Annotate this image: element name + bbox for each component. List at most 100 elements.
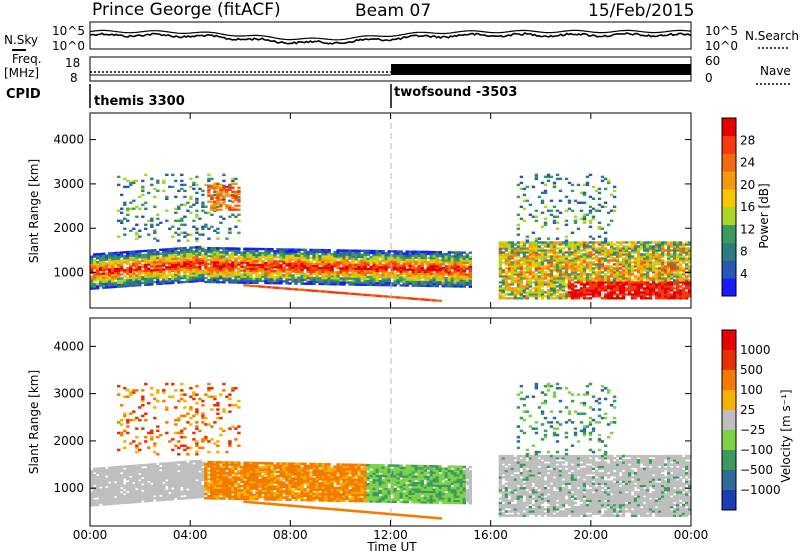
data-cell bbox=[273, 276, 277, 279]
data-cell bbox=[534, 293, 539, 296]
data-cell bbox=[186, 464, 190, 468]
data-cell bbox=[465, 265, 469, 268]
data-cell bbox=[606, 261, 611, 264]
data-cell bbox=[300, 264, 304, 267]
data-cell bbox=[189, 266, 193, 269]
data-cell bbox=[189, 496, 193, 500]
data-cell bbox=[162, 483, 166, 487]
data-cell bbox=[534, 241, 539, 244]
data-cell bbox=[555, 289, 560, 292]
data-cell bbox=[426, 278, 430, 282]
data-cell bbox=[270, 256, 274, 259]
data-cell bbox=[171, 247, 175, 251]
data-cell bbox=[156, 189, 160, 193]
data-cell bbox=[585, 291, 590, 294]
data-cell bbox=[612, 205, 617, 208]
data-cell bbox=[582, 191, 587, 195]
data-cell bbox=[676, 281, 680, 284]
data-cell bbox=[234, 253, 238, 256]
data-cell bbox=[633, 243, 638, 246]
data-cell bbox=[420, 256, 424, 260]
data-cell bbox=[261, 263, 265, 267]
data-cell bbox=[195, 496, 199, 499]
data-cell bbox=[342, 267, 346, 270]
data-cell bbox=[570, 287, 575, 290]
data-cell bbox=[117, 183, 121, 187]
power-y-tick-label: 3000 bbox=[53, 177, 84, 191]
data-cell bbox=[135, 466, 139, 470]
data-cell bbox=[114, 487, 118, 490]
data-cell bbox=[339, 255, 343, 258]
data-cell bbox=[351, 277, 355, 280]
data-cell bbox=[435, 251, 439, 254]
data-cell bbox=[537, 265, 542, 268]
data-cell bbox=[288, 264, 292, 267]
data-cell bbox=[162, 260, 166, 263]
data-cell bbox=[456, 265, 460, 268]
data-cell bbox=[108, 286, 112, 289]
data-cell bbox=[309, 250, 313, 254]
data-cell bbox=[282, 276, 286, 279]
data-cell bbox=[273, 278, 277, 281]
data-cell bbox=[225, 267, 229, 270]
data-cell bbox=[216, 205, 220, 208]
data-cell bbox=[168, 468, 172, 471]
data-cell bbox=[93, 259, 97, 262]
data-cell bbox=[633, 285, 638, 288]
data-cell bbox=[249, 247, 253, 251]
data-cell bbox=[174, 491, 178, 494]
data-cell bbox=[564, 273, 569, 276]
data-cell bbox=[435, 299, 439, 302]
data-cell bbox=[183, 469, 187, 472]
data-cell bbox=[156, 391, 160, 394]
data-cell bbox=[435, 268, 439, 272]
data-cell bbox=[510, 297, 515, 300]
data-cell bbox=[372, 283, 376, 287]
data-cell bbox=[621, 261, 626, 264]
data-cell bbox=[180, 382, 184, 386]
data-cell bbox=[507, 245, 512, 248]
data-cell bbox=[144, 499, 148, 503]
data-cell bbox=[150, 273, 154, 276]
data-cell bbox=[612, 247, 617, 250]
data-cell bbox=[156, 435, 160, 439]
data-cell bbox=[679, 265, 683, 268]
data-cell bbox=[444, 271, 448, 274]
data-cell bbox=[273, 286, 277, 289]
data-cell bbox=[123, 429, 127, 433]
data-cell bbox=[537, 247, 542, 250]
data-cell bbox=[90, 267, 94, 270]
data-cell bbox=[501, 297, 506, 300]
data-cell bbox=[132, 260, 136, 263]
data-cell bbox=[339, 279, 343, 282]
data-cell bbox=[639, 263, 644, 266]
data-cell bbox=[207, 274, 211, 278]
data-cell bbox=[558, 283, 563, 286]
data-cell bbox=[303, 264, 307, 267]
data-cell bbox=[546, 243, 551, 246]
data-cell bbox=[276, 266, 280, 269]
data-cell bbox=[165, 421, 169, 424]
data-cell bbox=[657, 287, 662, 290]
data-cell bbox=[318, 248, 322, 252]
data-cell bbox=[504, 245, 509, 248]
data-cell bbox=[324, 290, 328, 293]
data-cell bbox=[465, 253, 469, 256]
data-cell bbox=[685, 285, 689, 288]
data-cell bbox=[597, 221, 602, 224]
data-cell bbox=[576, 183, 581, 187]
data-cell bbox=[159, 488, 163, 491]
data-cell bbox=[90, 279, 94, 282]
data-cell bbox=[588, 273, 593, 276]
data-cell bbox=[357, 277, 361, 280]
data-cell bbox=[129, 284, 133, 287]
data-cell bbox=[417, 268, 421, 271]
data-cell bbox=[228, 229, 232, 232]
data-cell bbox=[420, 254, 424, 258]
data-cell bbox=[366, 259, 370, 263]
data-cell bbox=[579, 287, 584, 290]
data-cell bbox=[516, 253, 521, 256]
data-cell bbox=[234, 259, 238, 262]
data-cell bbox=[648, 249, 653, 252]
data-cell bbox=[174, 461, 178, 465]
